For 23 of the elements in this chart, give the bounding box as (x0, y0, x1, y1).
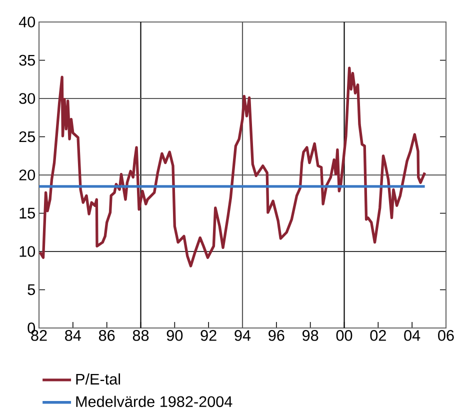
legend-label: P/E-tal (76, 373, 120, 385)
x-tick-label: 96 (268, 330, 284, 341)
x-tick-label: 04 (404, 330, 420, 341)
x-tick-label: 00 (336, 330, 352, 341)
y-tick-label: 25 (19, 131, 35, 142)
x-tick-label: 06 (438, 330, 454, 341)
x-tick-label: 88 (132, 330, 149, 341)
line-series (39, 66, 426, 268)
x-tick-label: 86 (98, 330, 115, 341)
x-tick-label: 94 (234, 330, 251, 341)
x-tick-label: 90 (166, 330, 183, 341)
y-tick-label: 20 (19, 170, 36, 180)
x-tick-label: 92 (200, 330, 216, 341)
y-tick-label: 30 (19, 93, 36, 104)
y-tick-label: 40 (18, 16, 36, 28)
x-tick-label: 98 (302, 330, 318, 341)
legend-label: Medelvärde 1982-2004 (76, 396, 232, 408)
y-tick-label: 5 (28, 284, 35, 296)
y-tick-label: 15 (20, 208, 35, 219)
y-tick-label: 35 (19, 54, 35, 66)
x-tick-label: 02 (370, 330, 386, 341)
x-tick-label: 84 (65, 330, 81, 341)
y-tick-label: 10 (20, 246, 36, 257)
